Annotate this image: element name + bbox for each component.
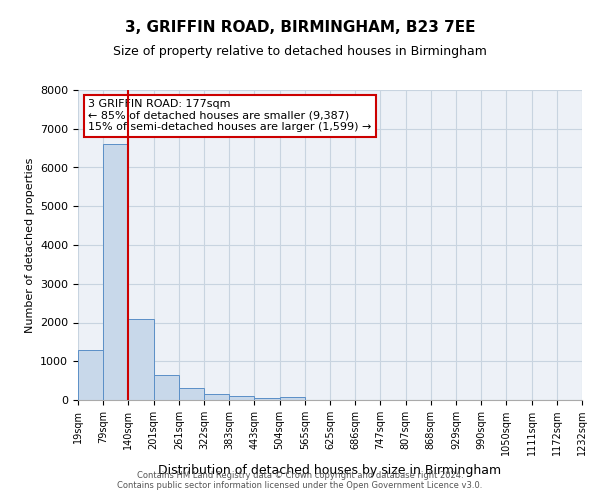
- Text: 3, GRIFFIN ROAD, BIRMINGHAM, B23 7EE: 3, GRIFFIN ROAD, BIRMINGHAM, B23 7EE: [125, 20, 475, 35]
- Bar: [103, 144, 128, 400]
- Bar: [179, 388, 204, 400]
- Bar: [128, 318, 154, 400]
- Text: Size of property relative to detached houses in Birmingham: Size of property relative to detached ho…: [113, 45, 487, 58]
- Text: Contains HM Land Registry data © Crown copyright and database right 2024.
Contai: Contains HM Land Registry data © Crown c…: [118, 470, 482, 490]
- Text: 3 GRIFFIN ROAD: 177sqm
← 85% of detached houses are smaller (9,387)
15% of semi-: 3 GRIFFIN ROAD: 177sqm ← 85% of detached…: [88, 100, 371, 132]
- Bar: [78, 350, 103, 400]
- Bar: [254, 398, 280, 400]
- X-axis label: Distribution of detached houses by size in Birmingham: Distribution of detached houses by size …: [158, 464, 502, 476]
- Bar: [280, 397, 305, 400]
- Bar: [204, 394, 229, 400]
- Bar: [229, 396, 254, 400]
- Bar: [154, 375, 179, 400]
- Y-axis label: Number of detached properties: Number of detached properties: [25, 158, 35, 332]
